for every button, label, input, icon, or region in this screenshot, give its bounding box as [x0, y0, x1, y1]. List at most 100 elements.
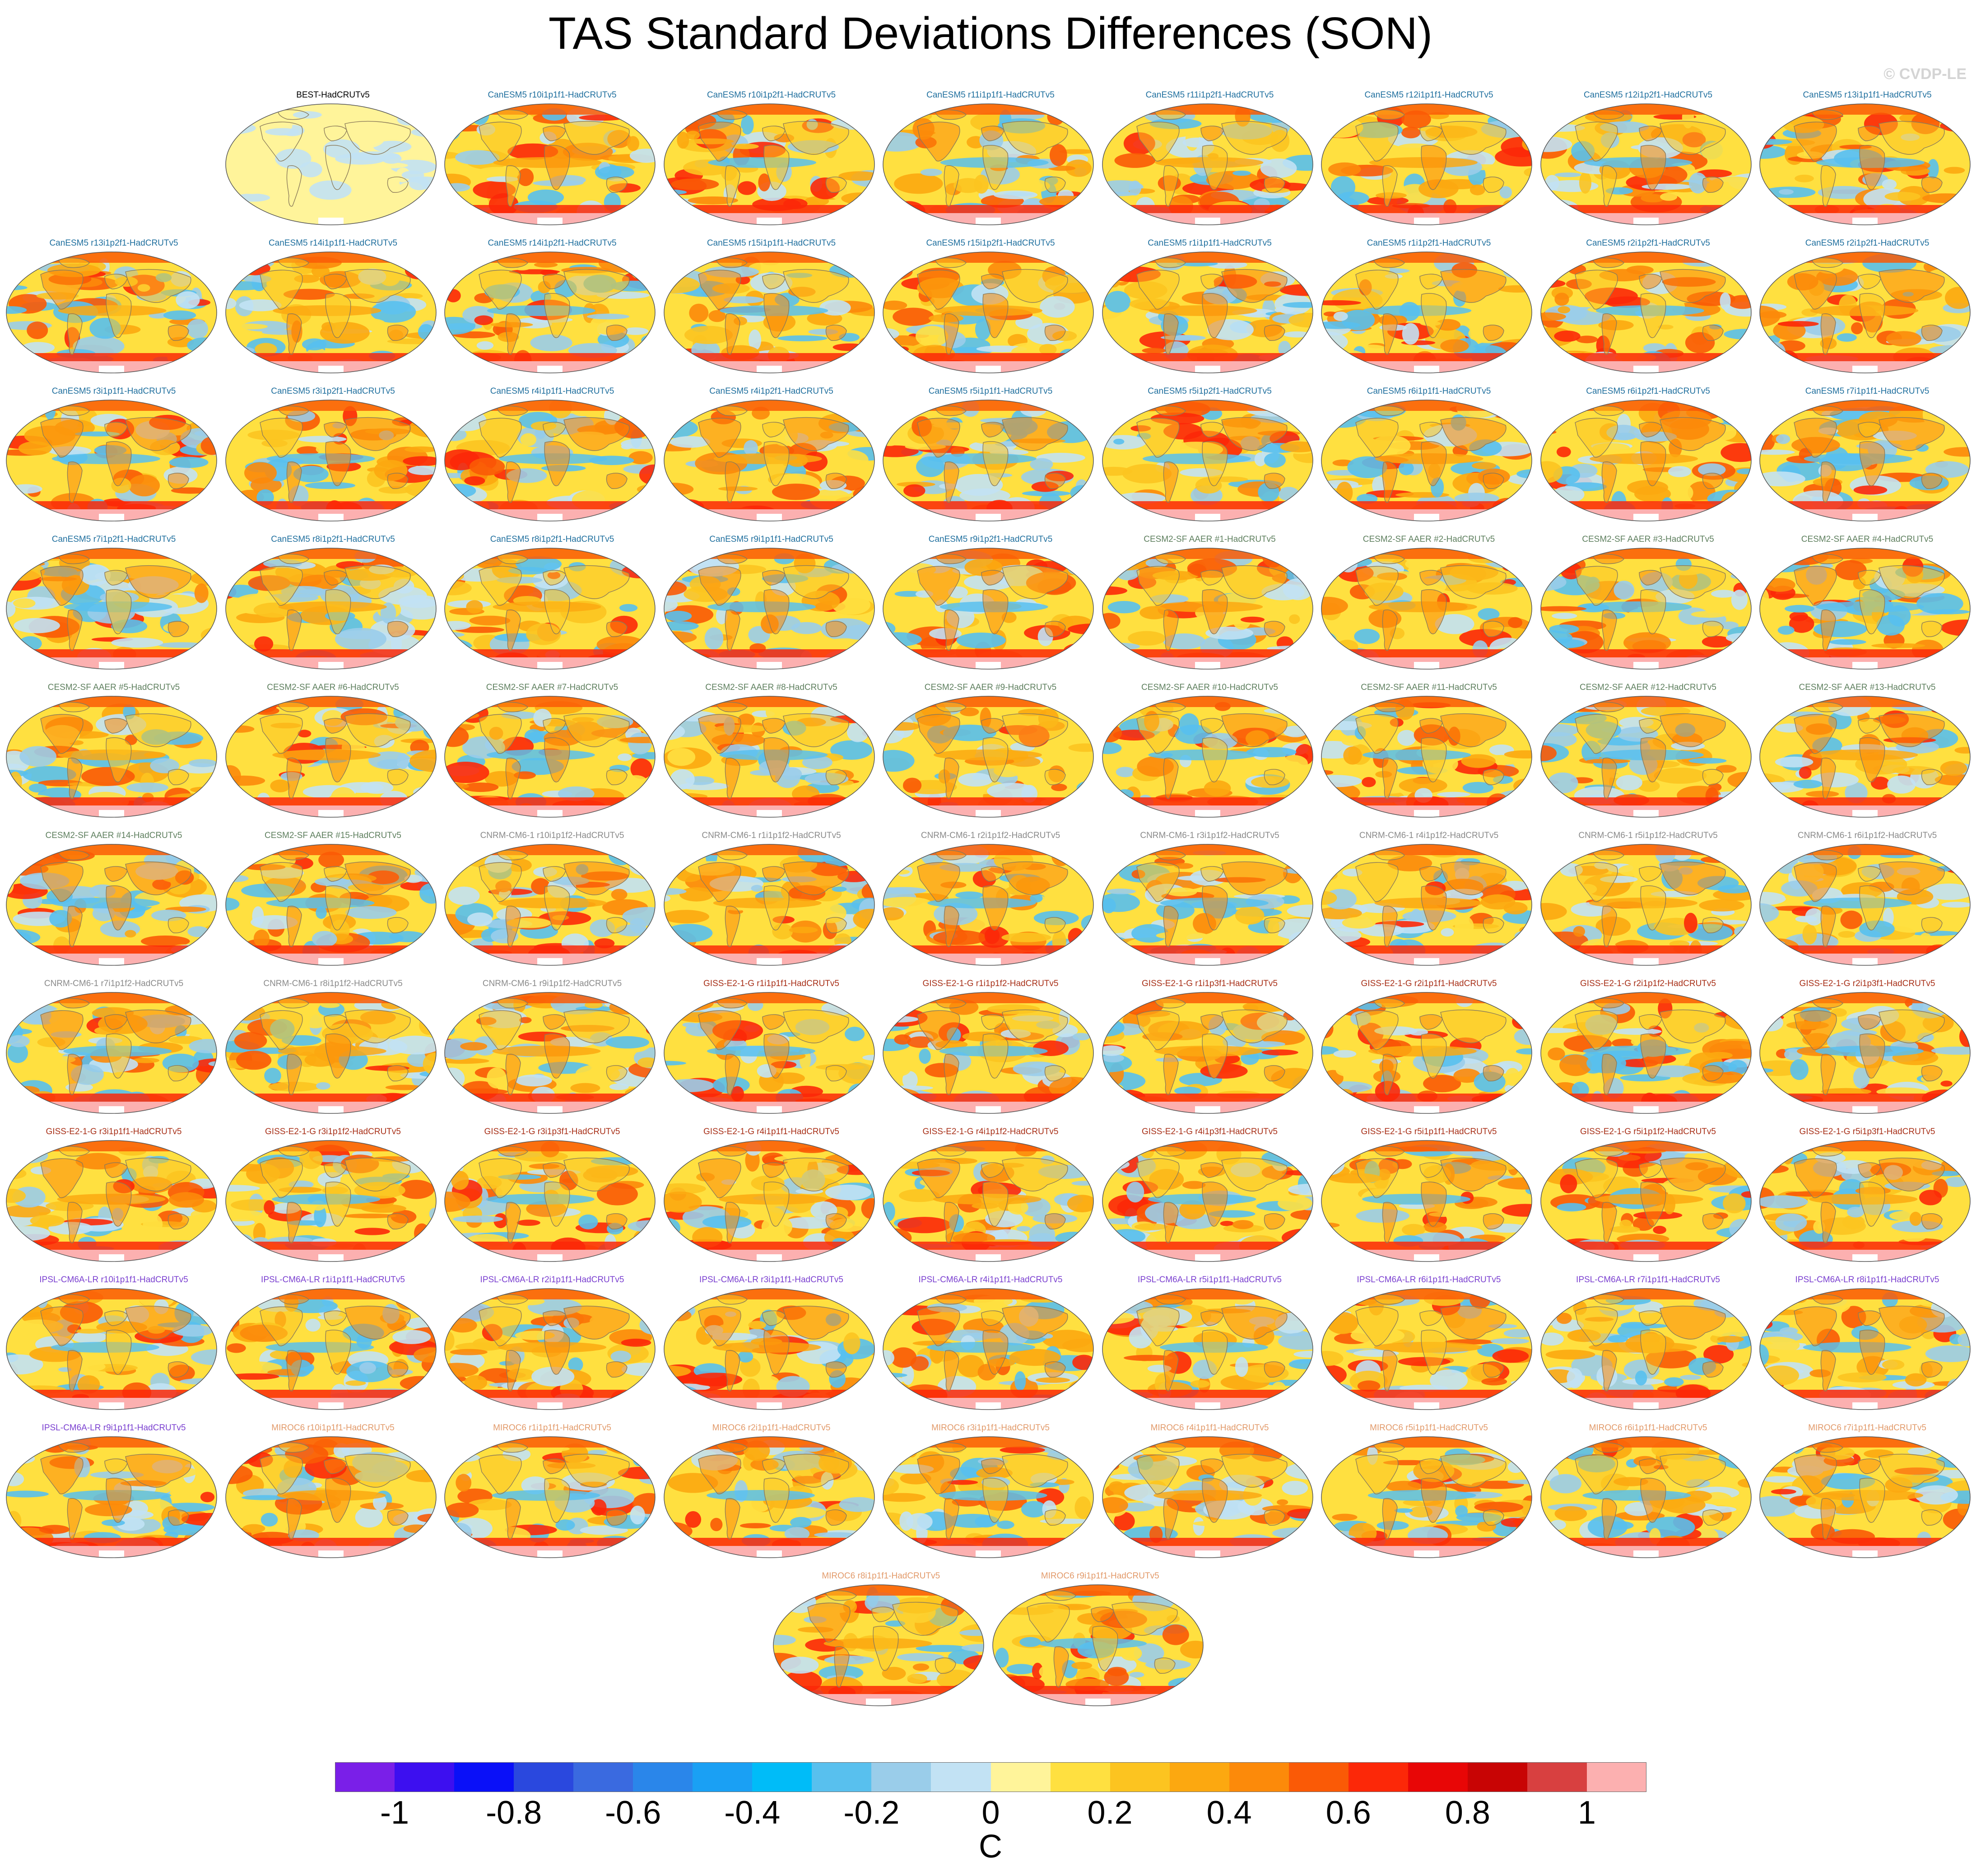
map-panel: MIROC6 r1i1p1f1-HadCRUTv5	[444, 1423, 660, 1572]
world-map	[1759, 1288, 1971, 1410]
map-panel: CESM2-SF AAER #1-HadCRUTv5	[1102, 535, 1318, 684]
panel-title: CanESM5 r6i1p1f1-HadCRUTv5	[1367, 386, 1491, 396]
panel-title: CESM2-SF AAER #6-HadCRUTv5	[267, 683, 399, 692]
world-map	[1759, 844, 1971, 966]
world-map	[663, 548, 875, 670]
map-panel: CanESM5 r9i1p2f1-HadCRUTv5	[882, 535, 1099, 684]
world-map	[1759, 1140, 1971, 1262]
panel-title: GISS-E2-1-G r2i1p3f1-HadCRUTv5	[1799, 979, 1935, 988]
world-map	[225, 1140, 437, 1262]
colorbar-segment	[1408, 1762, 1468, 1792]
panel-title: GISS-E2-1-G r1i1p3f1-HadCRUTv5	[1142, 979, 1278, 988]
world-map	[883, 103, 1094, 225]
panel-title: MIROC6 r2i1p1f1-HadCRUTv5	[712, 1423, 831, 1433]
map-panel: CESM2-SF AAER #3-HadCRUTv5	[1540, 535, 1757, 684]
colorbar-segment	[1348, 1762, 1409, 1792]
map-panel: CanESM5 r6i1p2f1-HadCRUTv5	[1540, 386, 1757, 535]
world-map	[1540, 1288, 1752, 1410]
colorbar-segment	[633, 1762, 693, 1792]
colorbar-segment	[1169, 1762, 1230, 1792]
panel-title: CNRM-CM6-1 r9i1p1f2-HadCRUTv5	[482, 979, 622, 988]
map-panel: CanESM5 r4i1p1f1-HadCRUTv5	[444, 386, 660, 535]
map-panel: CanESM5 r9i1p1f1-HadCRUTv5	[663, 535, 880, 684]
world-map	[1540, 400, 1752, 521]
map-panel: CNRM-CM6-1 r7i1p1f2-HadCRUTv5	[5, 979, 222, 1128]
panel-title: GISS-E2-1-G r3i1p3f1-HadCRUTv5	[484, 1127, 620, 1136]
panel-title: CESM2-SF AAER #14-HadCRUTv5	[45, 831, 182, 840]
panel-title: IPSL-CM6A-LR r1i1p1f1-HadCRUTv5	[261, 1275, 405, 1285]
colorbar-segment	[990, 1762, 1051, 1792]
world-map	[1102, 1288, 1313, 1410]
panel-title: GISS-E2-1-G r1i1p1f1-HadCRUTv5	[703, 979, 839, 988]
map-panel: IPSL-CM6A-LR r3i1p1f1-HadCRUTv5	[663, 1275, 880, 1424]
panel-title: CESM2-SF AAER #4-HadCRUTv5	[1801, 535, 1934, 544]
colorbar-tick-label: 1	[1577, 1795, 1596, 1831]
map-panel-grid: BEST-HadCRUTv5 CanESM5 r10i1p1f1-HadCRUTv…	[5, 90, 1976, 1720]
map-panel: CanESM5 r13i1p1f1-HadCRUTv5	[1759, 90, 1976, 239]
map-panel: CanESM5 r12i1p1f1-HadCRUTv5	[1321, 90, 1537, 239]
panel-title: CanESM5 r1i1p2f1-HadCRUTv5	[1367, 238, 1491, 248]
map-panel: GISS-E2-1-G r2i1p1f1-HadCRUTv5	[1321, 979, 1537, 1128]
world-map	[1102, 992, 1313, 1114]
map-panel: CanESM5 r15i1p2f1-HadCRUTv5	[882, 238, 1099, 387]
world-map	[6, 400, 217, 521]
world-map	[444, 696, 656, 818]
panel-title: CESM2-SF AAER #10-HadCRUTv5	[1141, 683, 1279, 692]
world-map	[1540, 992, 1752, 1114]
world-map	[444, 400, 656, 521]
map-panel: GISS-E2-1-G r1i1p1f1-HadCRUTv5	[663, 979, 880, 1128]
panel-title: CESM2-SF AAER #5-HadCRUTv5	[47, 683, 180, 692]
panel-title: CanESM5 r4i1p2f1-HadCRUTv5	[709, 386, 833, 396]
panel-title: CanESM5 r3i1p1f1-HadCRUTv5	[51, 386, 176, 396]
map-panel: CESM2-SF AAER #4-HadCRUTv5	[1759, 535, 1976, 684]
map-panel: CNRM-CM6-1 r6i1p1f2-HadCRUTv5	[1759, 831, 1976, 980]
panel-title: CNRM-CM6-1 r2i1p1f2-HadCRUTv5	[921, 831, 1060, 840]
world-map	[1321, 103, 1532, 225]
world-map	[6, 992, 217, 1114]
map-panel: CanESM5 r3i1p2f1-HadCRUTv5	[225, 386, 442, 535]
panel-title: CanESM5 r4i1p1f1-HadCRUTv5	[490, 386, 614, 396]
panel-title: CESM2-SF AAER #8-HadCRUTv5	[705, 683, 837, 692]
map-panel: MIROC6 r8i1p1f1-HadCRUTv5	[772, 1571, 989, 1720]
map-panel: CESM2-SF AAER #12-HadCRUTv5	[1540, 683, 1757, 832]
panel-title: CESM2-SF AAER #7-HadCRUTv5	[486, 683, 618, 692]
panel-title: IPSL-CM6A-LR r6i1p1f1-HadCRUTv5	[1357, 1275, 1501, 1285]
world-map	[663, 103, 875, 225]
world-map	[6, 548, 217, 670]
colorbar-segment	[812, 1762, 872, 1792]
map-panel: MIROC6 r5i1p1f1-HadCRUTv5	[1321, 1423, 1537, 1572]
world-map	[1759, 992, 1971, 1114]
panel-title: CanESM5 r15i1p1f1-HadCRUTv5	[707, 238, 836, 248]
panel-title: CanESM5 r13i1p2f1-HadCRUTv5	[49, 238, 178, 248]
map-panel: CanESM5 r14i1p2f1-HadCRUTv5	[444, 238, 660, 387]
map-panel: IPSL-CM6A-LR r10i1p1f1-HadCRUTv5	[5, 1275, 222, 1424]
map-panel: MIROC6 r6i1p1f1-HadCRUTv5	[1540, 1423, 1757, 1572]
map-panel: CNRM-CM6-1 r10i1p1f2-HadCRUTv5	[444, 831, 660, 980]
panel-title: IPSL-CM6A-LR r4i1p1f1-HadCRUTv5	[918, 1275, 1063, 1285]
map-panel: CESM2-SF AAER #14-HadCRUTv5	[5, 831, 222, 980]
world-map	[883, 992, 1094, 1114]
panel-title: CanESM5 r13i1p1f1-HadCRUTv5	[1803, 90, 1932, 100]
panel-title: CESM2-SF AAER #2-HadCRUTv5	[1363, 535, 1495, 544]
panel-title: CESM2-SF AAER #9-HadCRUTv5	[924, 683, 1057, 692]
panel-title: GISS-E2-1-G r3i1p1f2-HadCRUTv5	[265, 1127, 401, 1136]
panel-title: GISS-E2-1-G r3i1p1f1-HadCRUTv5	[46, 1127, 182, 1136]
panel-title: MIROC6 r9i1p1f1-HadCRUTv5	[1041, 1571, 1159, 1581]
panel-title: MIROC6 r8i1p1f1-HadCRUTv5	[822, 1571, 940, 1581]
map-panel: CanESM5 r2i1p2f1-HadCRUTv5	[1540, 238, 1757, 387]
panel-title: GISS-E2-1-G r1i1p1f2-HadCRUTv5	[922, 979, 1059, 988]
colorbar-tick-label: -0.2	[843, 1795, 900, 1831]
panel-title: IPSL-CM6A-LR r5i1p1f1-HadCRUTv5	[1138, 1275, 1282, 1285]
world-map	[1321, 844, 1532, 966]
colorbar-segment	[395, 1762, 455, 1792]
map-panel: CanESM5 r1i1p2f1-HadCRUTv5	[1321, 238, 1537, 387]
world-map	[883, 548, 1094, 670]
world-map	[1102, 1436, 1313, 1558]
map-panel: IPSL-CM6A-LR r4i1p1f1-HadCRUTv5	[882, 1275, 1099, 1424]
world-map	[6, 1436, 217, 1558]
colorbar-segment	[1110, 1762, 1170, 1792]
panel-title: GISS-E2-1-G r5i1p3f1-HadCRUTv5	[1799, 1127, 1935, 1136]
world-map	[1321, 1436, 1532, 1558]
colorbar-segment	[454, 1762, 514, 1792]
map-panel: IPSL-CM6A-LR r1i1p1f1-HadCRUTv5	[225, 1275, 442, 1424]
